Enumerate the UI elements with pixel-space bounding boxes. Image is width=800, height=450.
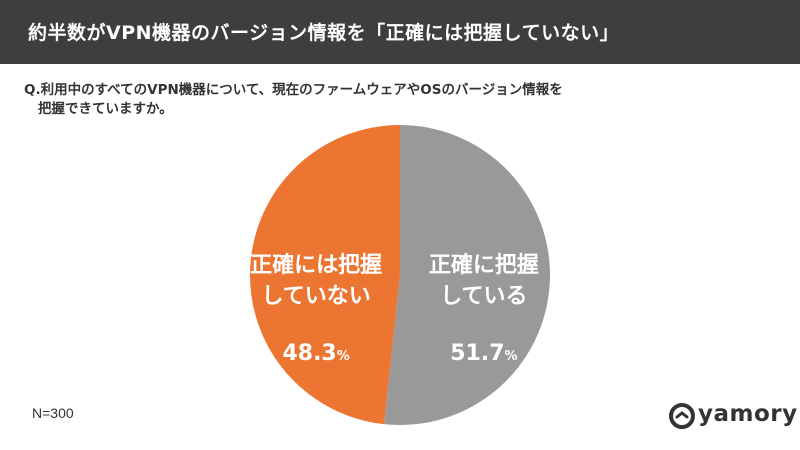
sample-size-label: N=300 — [32, 405, 74, 421]
question-text: Q.利用中のすべてのVPN機器について、現在のファームウェアやOSのバージョン情… — [24, 81, 724, 119]
pie-slice-value-0: 51.7% — [450, 341, 517, 366]
yamory-logo-icon — [669, 403, 695, 429]
brand-name: yamory — [698, 401, 798, 427]
question-line-1: Q.利用中のすべてのVPN機器について、現在のファームウェアやOSのバージョン情… — [24, 82, 563, 98]
pie-slice-label-1: 正確には把握していない — [250, 252, 382, 309]
pie-slice-0 — [384, 125, 551, 425]
question-line-2: 把握できていますか。 — [38, 101, 173, 117]
page-title: 約半数がVPN機器のバージョン情報を「正確には把握していない」 — [28, 22, 620, 44]
pie-slice-value-1: 48.3% — [282, 341, 349, 366]
title-bar: 約半数がVPN機器のバージョン情報を「正確には把握していない」 — [0, 0, 800, 64]
pie-slice-1 — [250, 125, 400, 425]
pie-slice-label-0: 正確に把握している — [429, 252, 539, 309]
